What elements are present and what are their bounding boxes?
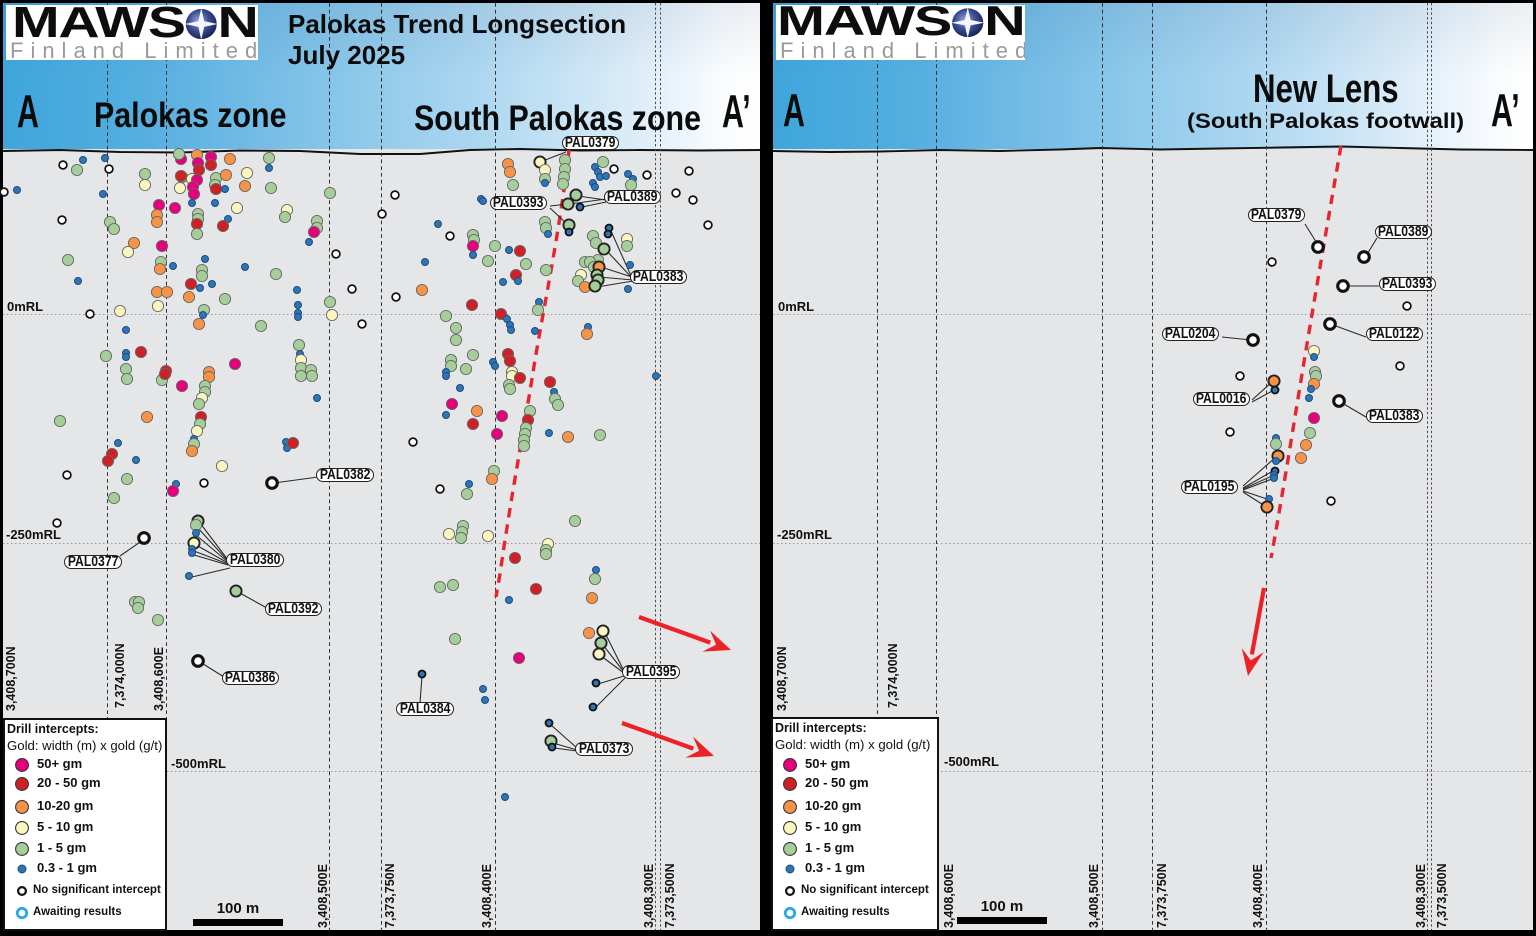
svg-text:3,408,300E: 3,408,300E [642,864,656,928]
svg-text:3,408,500E: 3,408,500E [316,864,330,928]
svg-text:-250mRL: -250mRL [6,527,61,542]
svg-text:-500mRL: -500mRL [171,756,226,771]
svg-text:7,374,000N: 7,374,000N [886,643,900,708]
svg-text:0mRL: 0mRL [778,299,814,314]
svg-text:-250mRL: -250mRL [777,527,832,542]
svg-text:3,408,500E: 3,408,500E [1087,864,1101,928]
svg-text:7,374,000N: 7,374,000N [113,643,127,708]
svg-text:-500mRL: -500mRL [944,754,999,769]
svg-text:3,408,700N: 3,408,700N [4,646,18,711]
svg-text:7,373,750N: 7,373,750N [383,863,397,928]
svg-text:0mRL: 0mRL [7,299,43,314]
svg-text:7,373,500N: 7,373,500N [1435,863,1449,928]
svg-text:3,408,400E: 3,408,400E [1251,864,1265,928]
svg-text:7,373,750N: 7,373,750N [1155,863,1169,928]
svg-text:3,408,600E: 3,408,600E [152,647,166,711]
svg-text:3,408,700N: 3,408,700N [775,646,789,711]
svg-text:3,408,300E: 3,408,300E [1414,864,1428,928]
svg-text:3,408,400E: 3,408,400E [480,864,494,928]
svg-text:3,408,600E: 3,408,600E [942,864,956,928]
svg-text:7,373,500N: 7,373,500N [663,863,677,928]
